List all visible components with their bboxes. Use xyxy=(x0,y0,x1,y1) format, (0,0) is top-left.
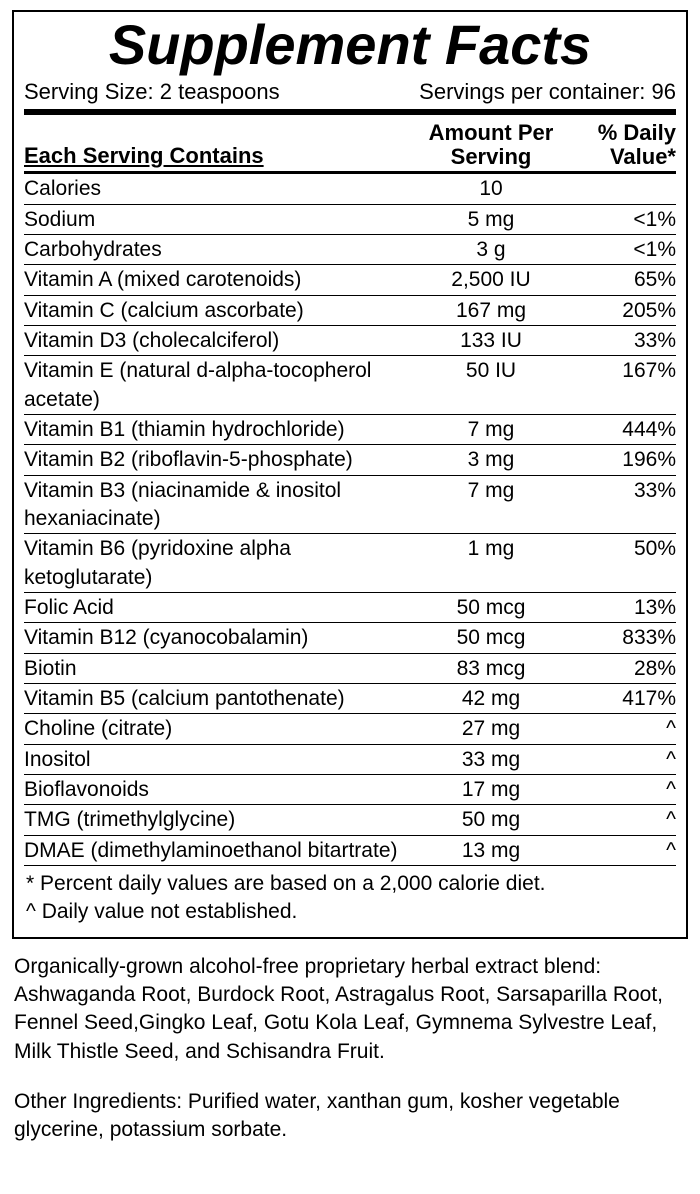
nutrient-daily-value: 417% xyxy=(566,685,676,713)
nutrient-name: Folic Acid xyxy=(24,594,416,622)
nutrient-name: Carbohydrates xyxy=(24,236,416,264)
nutrient-row: Folic Acid50 mcg13% xyxy=(24,593,676,623)
nutrient-amount: 50 mg xyxy=(416,806,566,834)
nutrient-name: Vitamin E (natural d-alpha-tocopherol ac… xyxy=(24,357,416,414)
header-amount-line1: Amount Per xyxy=(416,121,566,145)
header-amount: Amount Per Serving xyxy=(416,121,566,169)
nutrient-amount: 33 mg xyxy=(416,746,566,774)
nutrient-amount: 83 mcg xyxy=(416,655,566,683)
nutrient-row: Vitamin B5 (calcium pantothenate)42 mg41… xyxy=(24,684,676,714)
nutrient-row: Biotin83 mcg28% xyxy=(24,654,676,684)
nutrient-amount: 42 mg xyxy=(416,685,566,713)
serving-row: Serving Size: 2 teaspoons Servings per c… xyxy=(24,77,676,109)
nutrient-daily-value: 33% xyxy=(566,327,676,355)
nutrient-daily-value: 28% xyxy=(566,655,676,683)
panel-title: Supplement Facts xyxy=(24,12,676,77)
nutrient-name: Biotin xyxy=(24,655,416,683)
nutrient-daily-value: 50% xyxy=(566,535,676,563)
nutrient-daily-value: 167% xyxy=(566,357,676,385)
footnotes: * Percent daily values are based on a 2,… xyxy=(24,866,676,929)
nutrient-row: Choline (citrate)27 mg^ xyxy=(24,714,676,744)
nutrient-amount: 133 IU xyxy=(416,327,566,355)
nutrient-row: Vitamin B6 (pyridoxine alpha ketoglutara… xyxy=(24,534,676,593)
nutrient-name: Vitamin B1 (thiamin hydrochloride) xyxy=(24,416,416,444)
header-dv-line2: Value* xyxy=(566,145,676,169)
nutrient-name: Vitamin B2 (riboflavin-5-phosphate) xyxy=(24,446,416,474)
nutrient-row: Calories10 xyxy=(24,174,676,204)
nutrient-amount: 10 xyxy=(416,175,566,203)
nutrient-amount: 7 mg xyxy=(416,416,566,444)
nutrient-daily-value: 444% xyxy=(566,416,676,444)
nutrient-row: Vitamin C (calcium ascorbate)167 mg205% xyxy=(24,296,676,326)
nutrient-daily-value: <1% xyxy=(566,236,676,264)
nutrient-name: Vitamin A (mixed carotenoids) xyxy=(24,266,416,294)
nutrient-name: Choline (citrate) xyxy=(24,715,416,743)
nutrient-name: Vitamin B6 (pyridoxine alpha ketoglutara… xyxy=(24,535,416,592)
nutrient-row: Carbohydrates3 g<1% xyxy=(24,235,676,265)
herbal-blend-text: Organically-grown alcohol-free proprieta… xyxy=(14,953,686,1066)
nutrient-row: Vitamin D3 (cholecalciferol)133 IU33% xyxy=(24,326,676,356)
nutrient-daily-value: 196% xyxy=(566,446,676,474)
nutrient-name: DMAE (dimethylaminoethanol bitartrate) xyxy=(24,837,416,865)
supplement-facts-panel: Supplement Facts Serving Size: 2 teaspoo… xyxy=(12,10,688,939)
nutrient-daily-value: ^ xyxy=(566,806,676,834)
footnote-caret: ^ Daily value not established. xyxy=(26,898,676,926)
table-header-row: Each Serving Contains Amount Per Serving… xyxy=(24,115,676,174)
nutrient-row: Vitamin B3 (niacinamide & inositol hexan… xyxy=(24,476,676,535)
other-ingredients-text: Other Ingredients: Purified water, xanth… xyxy=(14,1088,686,1145)
nutrient-amount: 17 mg xyxy=(416,776,566,804)
nutrient-daily-value: 65% xyxy=(566,266,676,294)
nutrient-row: Vitamin B2 (riboflavin-5-phosphate)3 mg1… xyxy=(24,445,676,475)
nutrient-amount: 7 mg xyxy=(416,477,566,505)
nutrient-daily-value: ^ xyxy=(566,776,676,804)
nutrient-name: Sodium xyxy=(24,206,416,234)
nutrient-row: DMAE (dimethylaminoethanol bitartrate)13… xyxy=(24,836,676,866)
nutrient-daily-value: 33% xyxy=(566,477,676,505)
nutrient-name: Vitamin C (calcium ascorbate) xyxy=(24,297,416,325)
header-daily-value: % Daily Value* xyxy=(566,121,676,169)
nutrient-daily-value: <1% xyxy=(566,206,676,234)
nutrient-name: TMG (trimethylglycine) xyxy=(24,806,416,834)
nutrient-daily-value: 13% xyxy=(566,594,676,622)
nutrient-amount: 50 IU xyxy=(416,357,566,385)
nutrient-daily-value: ^ xyxy=(566,746,676,774)
servings-per-container: Servings per container: 96 xyxy=(419,79,676,105)
below-panel-text: Organically-grown alcohol-free proprieta… xyxy=(14,953,686,1145)
nutrient-amount: 3 mg xyxy=(416,446,566,474)
nutrient-row: Vitamin B12 (cyanocobalamin)50 mcg833% xyxy=(24,623,676,653)
nutrient-name: Calories xyxy=(24,175,416,203)
nutrient-row: Sodium5 mg<1% xyxy=(24,205,676,235)
nutrient-name: Vitamin B12 (cyanocobalamin) xyxy=(24,624,416,652)
nutrient-amount: 50 mcg xyxy=(416,594,566,622)
nutrient-amount: 3 g xyxy=(416,236,566,264)
nutrient-daily-value: ^ xyxy=(566,837,676,865)
serving-size: Serving Size: 2 teaspoons xyxy=(24,79,280,105)
nutrient-amount: 13 mg xyxy=(416,837,566,865)
nutrient-daily-value: 833% xyxy=(566,624,676,652)
nutrient-amount: 1 mg xyxy=(416,535,566,563)
nutrient-name: Vitamin D3 (cholecalciferol) xyxy=(24,327,416,355)
nutrient-rows: Calories10Sodium5 mg<1%Carbohydrates3 g<… xyxy=(24,174,676,866)
nutrient-name: Bioflavonoids xyxy=(24,776,416,804)
nutrient-row: Vitamin E (natural d-alpha-tocopherol ac… xyxy=(24,356,676,415)
header-each-serving: Each Serving Contains xyxy=(24,143,416,169)
header-dv-line1: % Daily xyxy=(566,121,676,145)
nutrient-daily-value: ^ xyxy=(566,715,676,743)
nutrient-row: Inositol33 mg^ xyxy=(24,745,676,775)
nutrient-amount: 5 mg xyxy=(416,206,566,234)
nutrient-row: Bioflavonoids17 mg^ xyxy=(24,775,676,805)
nutrient-amount: 2,500 IU xyxy=(416,266,566,294)
nutrient-name: Inositol xyxy=(24,746,416,774)
nutrient-name: Vitamin B3 (niacinamide & inositol hexan… xyxy=(24,477,416,534)
nutrient-amount: 50 mcg xyxy=(416,624,566,652)
nutrient-row: Vitamin A (mixed carotenoids)2,500 IU65% xyxy=(24,265,676,295)
nutrient-amount: 167 mg xyxy=(416,297,566,325)
nutrient-daily-value: 205% xyxy=(566,297,676,325)
header-amount-line2: Serving xyxy=(416,145,566,169)
footnote-star: * Percent daily values are based on a 2,… xyxy=(26,870,676,898)
nutrient-row: Vitamin B1 (thiamin hydrochloride)7 mg44… xyxy=(24,415,676,445)
nutrient-row: TMG (trimethylglycine)50 mg^ xyxy=(24,805,676,835)
nutrient-name: Vitamin B5 (calcium pantothenate) xyxy=(24,685,416,713)
nutrient-amount: 27 mg xyxy=(416,715,566,743)
